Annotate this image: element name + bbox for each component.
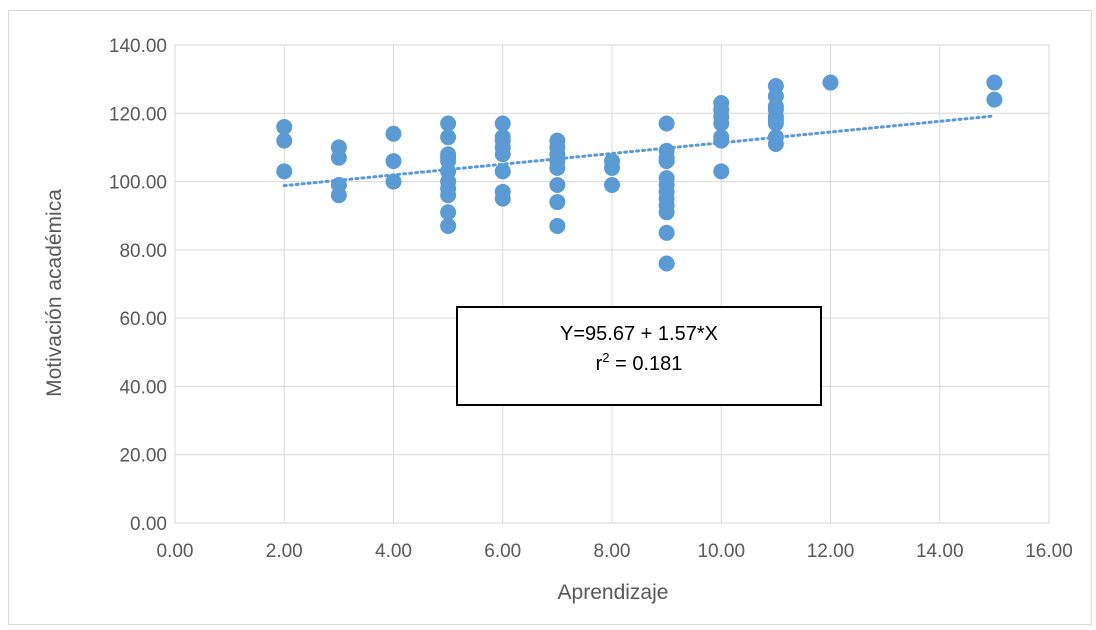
x-axis-label: Aprendizaje	[558, 581, 669, 604]
data-point	[549, 217, 566, 234]
x-tick-label: 14.00	[916, 541, 964, 562]
x-tick-label: 4.00	[375, 541, 412, 562]
x-tick-label: 6.00	[484, 541, 521, 562]
data-point	[440, 115, 457, 132]
data-point	[494, 146, 511, 163]
data-point	[549, 176, 566, 193]
y-tick-label: 0.00	[130, 514, 167, 535]
data-point	[494, 163, 511, 180]
y-tick-label: 60.00	[119, 309, 167, 330]
data-point	[385, 153, 402, 170]
x-tick-label: 10.00	[697, 541, 745, 562]
scatter-chart: 0.00 2.00 4.00 6.00 8.00 10.00 12.00 14.00 16.00…	[43, 36, 1073, 604]
data-point	[658, 224, 675, 241]
data-point	[604, 159, 620, 176]
data-point	[767, 136, 784, 153]
data-point	[276, 163, 293, 180]
x-tick-label: 16.00	[1025, 541, 1073, 562]
data-point	[713, 163, 730, 180]
trendline	[282, 114, 996, 188]
data-point	[494, 115, 511, 132]
x-tick-label: 12.00	[807, 541, 855, 562]
y-axis-label: Motivación académica	[43, 189, 66, 397]
grid-lines	[174, 44, 1050, 524]
r-squared-text: r2 = 0.181	[596, 350, 683, 375]
data-point	[276, 132, 293, 149]
data-point	[713, 132, 730, 149]
trendline-layer	[282, 114, 996, 188]
data-point	[549, 194, 566, 211]
data-point	[385, 125, 402, 142]
data-point	[330, 187, 347, 204]
y-tick-label: 120.00	[109, 104, 167, 125]
y-tick-label: 80.00	[119, 241, 167, 262]
data-point	[440, 217, 457, 234]
data-point	[767, 115, 784, 132]
data-point	[440, 187, 457, 204]
data-point	[986, 74, 1003, 91]
data-point	[658, 115, 675, 132]
tick-labels: 0.00 2.00 4.00 6.00 8.00 10.00 12.00 14.00 16.00…	[109, 36, 1073, 562]
data-point	[440, 204, 457, 221]
r-squared-prefix: r	[596, 353, 603, 375]
data-point	[385, 173, 402, 190]
y-tick-label: 20.00	[119, 446, 167, 467]
y-tick-label: 100.00	[109, 173, 167, 194]
data-point	[658, 204, 675, 221]
data-point	[713, 115, 730, 132]
x-tick-label: 8.00	[594, 541, 631, 562]
chart-frame: 0.00 2.00 4.00 6.00 8.00 10.00 12.00 14.00 16.00…	[8, 10, 1092, 625]
y-tick-label: 140.00	[109, 36, 167, 57]
y-tick-label: 40.00	[119, 377, 167, 398]
data-point	[822, 74, 839, 91]
data-point	[330, 149, 347, 166]
regression-equation: Y=95.67 + 1.57*X	[560, 323, 718, 345]
data-point	[276, 118, 293, 135]
data-point	[494, 190, 511, 207]
data-point	[658, 153, 675, 170]
r-squared-value: = 0.181	[610, 353, 683, 375]
data-points	[276, 74, 1003, 272]
data-point	[658, 255, 675, 272]
data-point	[604, 176, 620, 193]
regression-annotation-box: Y=95.67 + 1.57*X r2 = 0.181	[456, 306, 822, 406]
data-point	[549, 159, 566, 176]
x-tick-label: 2.00	[266, 541, 303, 562]
x-tick-label: 0.00	[157, 541, 194, 562]
data-point	[440, 129, 457, 146]
data-point	[986, 91, 1003, 108]
r-squared-exponent: 2	[602, 350, 609, 365]
